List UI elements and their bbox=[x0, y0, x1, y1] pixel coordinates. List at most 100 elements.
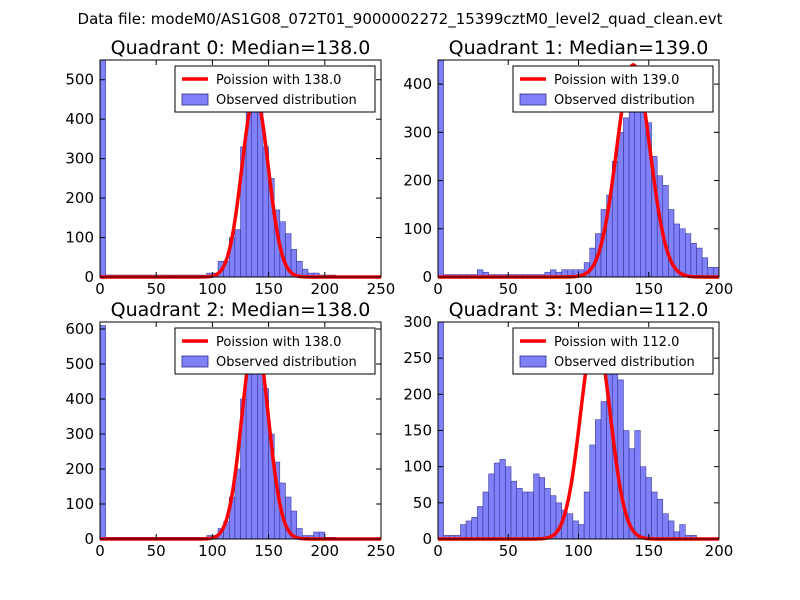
histogram-bar bbox=[533, 473, 540, 540]
histogram-bar bbox=[679, 228, 686, 278]
histogram-bar bbox=[505, 466, 512, 540]
histogram-bar bbox=[640, 466, 647, 540]
histogram-bar bbox=[99, 59, 106, 278]
histogram-bar bbox=[690, 242, 697, 278]
x-tick-label: 100 bbox=[198, 542, 227, 560]
legend-bar-swatch bbox=[519, 355, 547, 368]
x-tick-label: 150 bbox=[254, 542, 283, 560]
histogram-bar bbox=[437, 59, 444, 278]
histogram-bar bbox=[600, 401, 607, 540]
panel-title: Quadrant 0: Median=138.0 bbox=[111, 37, 371, 59]
x-tick-label: 150 bbox=[634, 280, 663, 298]
histogram-bar bbox=[477, 506, 484, 540]
y-tick-label: 100 bbox=[65, 229, 94, 247]
quadrant-1-panel: 0 50 100 150 200 0 100 200 300 400 Quadrant 1: Med… bbox=[403, 37, 733, 298]
legend-label-poisson: Poission with 112.0 bbox=[554, 335, 679, 350]
y-tick-label: 100 bbox=[403, 458, 432, 476]
legend-bar-swatch bbox=[181, 93, 209, 106]
legend-label-observed: Observed distribution bbox=[216, 93, 357, 108]
histogram-bar bbox=[538, 477, 546, 540]
histogram-bar bbox=[493, 462, 501, 540]
y-tick-label: 200 bbox=[403, 385, 432, 403]
histogram-bar bbox=[595, 419, 602, 540]
y-tick-label: 0 bbox=[422, 530, 432, 548]
y-tick-label: 500 bbox=[65, 355, 94, 373]
histogram-bar bbox=[701, 257, 709, 278]
x-tick-label: 150 bbox=[634, 542, 663, 560]
histogram-bar bbox=[628, 93, 635, 278]
histogram-bar bbox=[522, 491, 529, 540]
histogram-bar bbox=[527, 491, 534, 540]
histogram-bar bbox=[578, 524, 585, 540]
y-tick-label: 300 bbox=[403, 123, 432, 141]
legend: Poission with 112.0 Observed distribution bbox=[512, 327, 714, 375]
y-tick-label: 300 bbox=[65, 425, 94, 443]
panel-title: Quadrant 2: Median=138.0 bbox=[111, 299, 371, 321]
y-tick-label: 250 bbox=[403, 349, 432, 367]
y-tick-label: 100 bbox=[65, 495, 94, 513]
x-tick-label: 50 bbox=[147, 280, 166, 298]
y-tick-label: 600 bbox=[65, 320, 94, 338]
axes-frame bbox=[99, 59, 382, 278]
y-tick-label: 500 bbox=[65, 71, 94, 89]
panel-title: Quadrant 3: Median=112.0 bbox=[449, 299, 709, 321]
histogram-bar bbox=[99, 325, 106, 540]
histogram-bar bbox=[465, 520, 472, 540]
histogram-bar bbox=[567, 513, 574, 540]
histogram-bar bbox=[634, 430, 641, 540]
histogram-bar bbox=[668, 520, 675, 540]
y-tick-label: 400 bbox=[65, 390, 94, 408]
y-tick-label: 0 bbox=[422, 268, 432, 286]
panel-title: Quadrant 1: Median=139.0 bbox=[449, 37, 709, 59]
quadrant-3-panel: 0 50 100 150 200 0 50 100 150 200 250 300 Quadrant 3… bbox=[403, 299, 733, 560]
legend-label-observed: Observed distribution bbox=[554, 93, 695, 108]
histogram-bar bbox=[583, 491, 590, 540]
y-tick-label: 400 bbox=[403, 75, 432, 93]
y-tick-label: 300 bbox=[403, 313, 432, 331]
y-tick-label: 100 bbox=[403, 220, 432, 238]
x-tick-label: 150 bbox=[254, 280, 283, 298]
y-tick-label: 200 bbox=[403, 172, 432, 190]
x-tick-label: 0 bbox=[433, 280, 443, 298]
x-tick-label: 0 bbox=[95, 280, 105, 298]
histogram-bar bbox=[696, 247, 703, 278]
legend: Poission with 138.0 Observed distribution bbox=[174, 65, 376, 113]
y-tick-label: 200 bbox=[65, 460, 94, 478]
histogram-bar bbox=[645, 477, 652, 540]
histogram-bar bbox=[499, 459, 506, 540]
legend-bar-swatch bbox=[519, 93, 547, 106]
x-tick-label: 50 bbox=[147, 542, 166, 560]
histogram-bar bbox=[617, 379, 624, 540]
y-tick-label: 150 bbox=[403, 422, 432, 440]
y-tick-label: 0 bbox=[84, 268, 94, 286]
legend: Poission with 139.0 Observed distribution bbox=[512, 65, 714, 113]
figure-title: Data file: modeM0/AS1G08_072T01_90000022… bbox=[78, 10, 723, 29]
histogram-bar bbox=[471, 517, 478, 540]
x-tick-label: 100 bbox=[198, 280, 227, 298]
legend-label-poisson: Poission with 139.0 bbox=[554, 73, 679, 88]
axes-frame bbox=[99, 321, 382, 540]
histogram-bar bbox=[656, 498, 664, 540]
histogram-bar bbox=[482, 491, 489, 540]
histogram-bar bbox=[685, 233, 692, 278]
quadrant-2-panel: 0 50 100 150 200 250 0 100 200 300 400 500 600 Quadra… bbox=[65, 299, 395, 560]
histogram-bar bbox=[679, 524, 686, 540]
histogram-bar bbox=[662, 513, 669, 540]
x-tick-label: 100 bbox=[564, 542, 593, 560]
histogram-bar bbox=[623, 117, 630, 278]
x-tick-label: 200 bbox=[705, 542, 734, 560]
histogram-bar bbox=[251, 99, 258, 278]
legend-bar-swatch bbox=[181, 355, 209, 368]
histogram-bar bbox=[544, 488, 551, 540]
histogram-bar bbox=[617, 132, 624, 278]
legend-label-observed: Observed distribution bbox=[216, 355, 357, 370]
histogram-bar bbox=[488, 473, 495, 540]
x-tick-label: 250 bbox=[367, 542, 396, 560]
quadrant-0-panel: 0 50 100 150 200 250 0 100 200 300 400 500 Quadrant … bbox=[65, 37, 395, 298]
y-tick-label: 300 bbox=[65, 150, 94, 168]
legend: Poission with 138.0 Observed distribution bbox=[174, 327, 376, 375]
histogram-bar bbox=[640, 98, 647, 278]
y-tick-label: 400 bbox=[65, 110, 94, 128]
x-tick-label: 0 bbox=[433, 542, 443, 560]
